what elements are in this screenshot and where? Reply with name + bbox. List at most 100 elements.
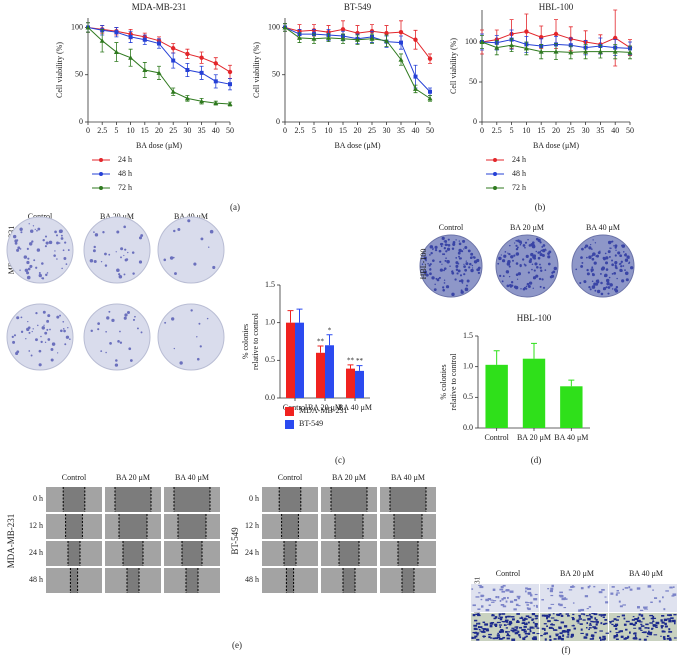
cell [601,588,605,591]
cell [674,622,676,625]
cell [481,628,485,630]
point [539,35,544,40]
speckle [116,268,120,273]
speckle [605,286,608,289]
cell [526,607,529,609]
speckle [591,285,596,289]
error-bar [531,342,537,359]
cell [500,629,504,632]
cell [570,635,573,638]
speckle [465,262,469,266]
cell [530,601,533,604]
speckle [533,269,536,272]
cell [615,638,619,641]
cell [534,618,538,620]
x-tick-label: 15 [141,126,149,135]
cell [558,594,563,597]
point [213,61,218,66]
cell [665,590,669,592]
cell [622,604,626,606]
y-tick-label: 50 [469,77,477,86]
speckle [45,241,49,245]
cell [629,631,631,634]
legend-marker [99,158,103,162]
bar [325,345,334,398]
cell [613,636,616,639]
point [413,74,418,79]
cell [580,628,583,631]
cell [578,618,583,620]
cell [582,619,586,621]
cell [639,619,641,622]
speckle [30,229,34,233]
speckle [196,336,198,338]
point [142,37,147,42]
wound-gap [63,487,85,512]
speckle [516,278,519,280]
cell [628,586,631,589]
point [113,49,119,55]
cell [632,616,635,618]
chart-title: HBL-100 [517,313,552,323]
cell [522,618,526,622]
speckle [516,246,519,249]
cell [611,623,614,626]
speckle [544,269,547,271]
speckle [504,250,507,253]
cell [580,608,585,612]
speckle [591,254,594,257]
speckle [35,338,38,342]
speckle [94,233,99,237]
cell [668,638,672,641]
speckle [591,273,595,277]
column-label: Control [278,473,303,482]
legend-marker [493,172,497,176]
point [85,24,91,30]
speckle [93,245,96,249]
cell [602,616,605,619]
cell [564,630,568,633]
cell [536,627,540,629]
speckle [624,269,626,271]
cell [638,621,643,623]
wound-gap [284,541,296,566]
speckle [58,242,61,244]
speckle [469,262,472,266]
cell [590,616,593,619]
cell [491,621,495,624]
x-tick-label: 10 [127,126,135,135]
speckle [615,285,619,289]
wound-gap [178,514,206,539]
cell [488,633,492,636]
cell [616,619,619,621]
speckle [621,244,626,248]
point [398,57,404,62]
wound-gap [123,541,143,566]
cell [509,590,514,593]
cell [499,599,502,602]
cell [533,605,536,607]
error-bar [568,379,575,387]
cell [531,613,536,616]
speckle [19,248,22,250]
cell [478,629,481,631]
cell [525,635,528,638]
x-tick-label: 50 [626,126,634,135]
speckle [609,247,611,249]
panel-label: (c) [335,455,345,465]
speckle [447,238,450,241]
speckle [616,277,618,280]
cell [519,626,523,629]
cell [552,627,555,630]
column-label: Control [439,223,464,232]
cell [660,635,662,637]
speckle [609,283,613,287]
colony-plate [495,234,559,298]
cell [603,613,606,616]
cell [633,637,638,640]
cell [524,617,527,620]
cell [572,617,575,621]
cell [523,638,526,641]
wound-gap [335,514,363,539]
speckle [502,275,505,278]
